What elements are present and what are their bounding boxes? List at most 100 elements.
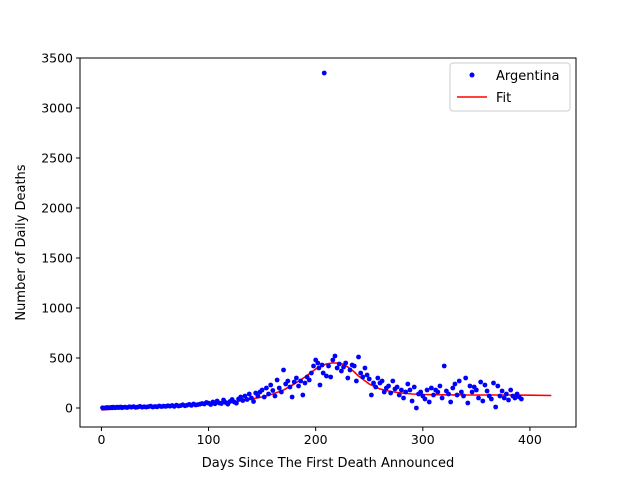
data-point [266, 391, 271, 397]
y-tick-label: 0 [65, 401, 73, 416]
data-point [249, 395, 254, 401]
data-point [259, 387, 265, 393]
data-point [396, 392, 402, 398]
data-point [476, 395, 481, 401]
data-point [456, 378, 462, 384]
data-point [316, 365, 322, 371]
data-point [461, 393, 466, 399]
data-point [491, 380, 496, 386]
data-point [272, 393, 278, 399]
data-point [452, 381, 458, 387]
data-point [351, 363, 357, 369]
data-point [508, 387, 514, 393]
x-tick-label: 300 [411, 432, 435, 447]
data-point [326, 363, 331, 369]
argentina-series [100, 70, 524, 411]
data-point [371, 380, 376, 386]
data-point [448, 399, 454, 405]
data-point [345, 375, 351, 381]
data-point [493, 404, 499, 410]
plot-area [80, 58, 576, 427]
y-tick-label: 2000 [41, 201, 73, 216]
data-point [238, 394, 244, 400]
data-point [285, 378, 291, 384]
data-point [261, 394, 267, 400]
data-point [411, 384, 417, 390]
data-point [338, 368, 344, 374]
data-point [407, 387, 413, 393]
data-point [319, 362, 325, 368]
data-point [368, 392, 374, 398]
data-point [512, 395, 518, 401]
data-point [356, 354, 361, 360]
data-point [320, 370, 326, 376]
data-point [336, 361, 342, 367]
plot-frame [79, 57, 577, 428]
legend-label-fit: Fit [496, 91, 511, 106]
data-point [437, 383, 443, 389]
data-point [317, 382, 323, 388]
data-point [287, 384, 293, 390]
data-point [311, 363, 316, 369]
data-point [315, 360, 321, 366]
data-point [246, 391, 252, 397]
data-point [467, 383, 473, 389]
data-point [458, 389, 464, 395]
data-point [360, 374, 366, 380]
data-point [413, 405, 419, 411]
y-tick-label: 3500 [41, 51, 73, 66]
data-point [454, 392, 460, 398]
y-tick-label: 1500 [41, 251, 73, 266]
data-point [219, 401, 224, 406]
data-point [495, 383, 501, 389]
data-point [473, 387, 479, 393]
data-point [308, 370, 314, 376]
data-point [418, 389, 424, 395]
data-point [281, 367, 286, 373]
data-point [255, 393, 261, 399]
data-point [401, 395, 406, 401]
data-point [353, 378, 359, 384]
data-point [450, 385, 456, 391]
data-point [330, 357, 336, 363]
data-point [518, 396, 524, 402]
data-point [373, 384, 379, 390]
data-point [306, 377, 312, 383]
x-tick-label: 400 [518, 432, 542, 447]
data-point [424, 387, 430, 393]
data-point [321, 70, 327, 76]
legend-label-argentina: Argentina [496, 69, 559, 84]
data-point [478, 379, 484, 385]
data-point [388, 390, 394, 396]
data-point [375, 375, 381, 381]
data-point [482, 382, 488, 388]
data-point [390, 378, 396, 384]
data-point [463, 375, 469, 381]
data-point [422, 396, 428, 402]
data-point [409, 398, 415, 404]
data-point [334, 365, 340, 371]
data-point [488, 396, 494, 402]
data-point [398, 387, 404, 393]
data-point [465, 400, 471, 406]
data-point [499, 388, 505, 394]
data-point [242, 393, 248, 399]
data-point [426, 399, 432, 405]
data-point [497, 393, 503, 399]
data-point [298, 378, 304, 384]
y-tick-label: 2500 [41, 151, 73, 166]
data-point [386, 383, 391, 389]
data-point [289, 394, 295, 400]
data-point [446, 391, 451, 397]
x-tick-label: 200 [304, 432, 328, 447]
y-axis-ticks: 0 500 1000 1500 2000 2500 3000 3500 [41, 51, 80, 416]
data-point [439, 395, 445, 401]
data-point [484, 388, 490, 394]
data-point [364, 372, 370, 378]
data-point [251, 399, 256, 404]
data-point [379, 378, 385, 384]
x-axis-ticks: 0 100 200 300 400 [97, 427, 542, 447]
data-point [270, 388, 276, 393]
data-point [381, 389, 387, 395]
